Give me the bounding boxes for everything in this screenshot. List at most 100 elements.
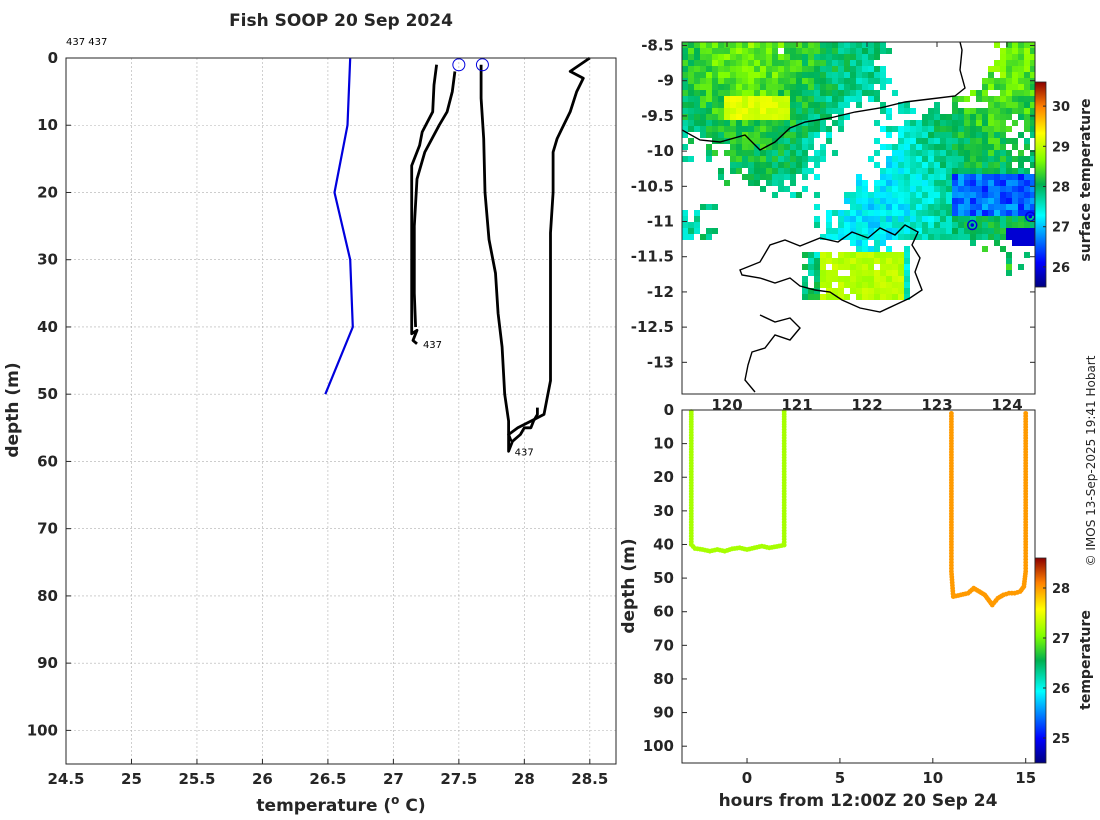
sst-cell — [958, 144, 964, 150]
sst-cell — [712, 48, 718, 54]
sst-cell — [856, 198, 862, 204]
sst-cell — [868, 234, 874, 240]
sst-cell — [868, 60, 874, 66]
sst-cell — [772, 192, 778, 198]
sst-cell — [988, 204, 994, 210]
sst-cell — [718, 72, 724, 78]
sst-cell — [856, 234, 862, 240]
timeseries-y-tick-label: 90 — [653, 704, 674, 722]
sst-cell — [958, 210, 964, 216]
sst-cell — [748, 90, 754, 96]
sst-cell — [958, 204, 964, 210]
sst-cell — [778, 180, 784, 186]
sst-cell — [856, 84, 862, 90]
sst-cell — [898, 192, 904, 198]
sst-cell — [688, 108, 694, 114]
sst-cell — [934, 102, 940, 108]
sst-cell — [712, 96, 718, 102]
sst-cell — [784, 48, 790, 54]
sst-cell — [820, 42, 826, 48]
sst-cell — [958, 168, 964, 174]
sst-cell — [784, 96, 790, 102]
sst-cell — [1030, 66, 1035, 72]
sst-cell — [844, 42, 850, 48]
sst-cell — [934, 174, 940, 180]
sst-cell — [844, 282, 850, 288]
sst-cell — [916, 120, 922, 126]
sst-cell — [724, 114, 730, 120]
sst-cell — [982, 174, 988, 180]
sst-cell — [892, 252, 898, 258]
sst-cell — [982, 114, 988, 120]
sst-cell — [682, 228, 688, 234]
sst-cell — [1000, 168, 1006, 174]
sst-cell — [814, 264, 820, 270]
sst-cell — [928, 114, 934, 120]
sst-cell — [784, 108, 790, 114]
profile-x-tick-label: 27.5 — [440, 770, 477, 788]
sst-cell — [904, 246, 910, 252]
sst-cell — [946, 144, 952, 150]
sst-cell — [1006, 210, 1012, 216]
sst-cell — [958, 198, 964, 204]
sst-cell — [1006, 90, 1012, 96]
sst-cell — [934, 162, 940, 168]
sst-cell — [778, 90, 784, 96]
sst-cell — [802, 126, 808, 132]
sst-cell — [802, 276, 808, 282]
sst-cell — [772, 108, 778, 114]
sst-cell — [796, 102, 802, 108]
sst-cell — [940, 228, 946, 234]
sst-cell — [808, 126, 814, 132]
sst-cell — [778, 144, 784, 150]
sst-cell — [934, 126, 940, 132]
timeseries-y-tick-label: 100 — [643, 737, 674, 755]
sst-cell — [1018, 162, 1024, 168]
sst-cell — [1018, 48, 1024, 54]
sst-cell — [766, 150, 772, 156]
sst-cell — [724, 150, 730, 156]
sst-cell — [826, 72, 832, 78]
sst-cell — [1030, 156, 1035, 162]
sst-cell — [928, 168, 934, 174]
sst-cell — [904, 252, 910, 258]
sst-cell — [730, 108, 736, 114]
sst-cell — [970, 234, 976, 240]
profile-y-tick-label: 100 — [27, 721, 58, 739]
sst-cell — [910, 120, 916, 126]
sst-cell — [1030, 162, 1035, 168]
sst-cell — [736, 48, 742, 54]
sst-cell — [772, 162, 778, 168]
sst-cell — [910, 186, 916, 192]
sst-cell — [796, 84, 802, 90]
sst-cell — [886, 48, 892, 54]
sst-cell — [766, 180, 772, 186]
sst-cell — [754, 156, 760, 162]
sst-cell — [970, 126, 976, 132]
sst-cell — [808, 144, 814, 150]
sst-cell — [904, 138, 910, 144]
sst-cell — [910, 156, 916, 162]
sst-cell — [976, 144, 982, 150]
sst-cell — [886, 276, 892, 282]
sst-cell — [778, 120, 784, 126]
timeseries-x-tick-label: 10 — [922, 769, 943, 787]
sst-cell — [910, 222, 916, 228]
sst-cell — [898, 294, 904, 300]
sst-cell — [772, 72, 778, 78]
sst-cell — [946, 192, 952, 198]
sst-cell — [952, 114, 958, 120]
sst-cell — [934, 222, 940, 228]
sst-cell — [1024, 222, 1030, 228]
sst-cell — [1006, 186, 1012, 192]
sst-cell — [994, 240, 1000, 246]
sst-cell — [796, 48, 802, 54]
sst-cell — [994, 204, 1000, 210]
sst-cell — [1024, 126, 1030, 132]
sst-cell — [958, 192, 964, 198]
sst-cell — [706, 66, 712, 72]
sst-cell — [964, 168, 970, 174]
profile-x-tick-label: 25 — [121, 770, 142, 788]
sst-cell — [856, 78, 862, 84]
